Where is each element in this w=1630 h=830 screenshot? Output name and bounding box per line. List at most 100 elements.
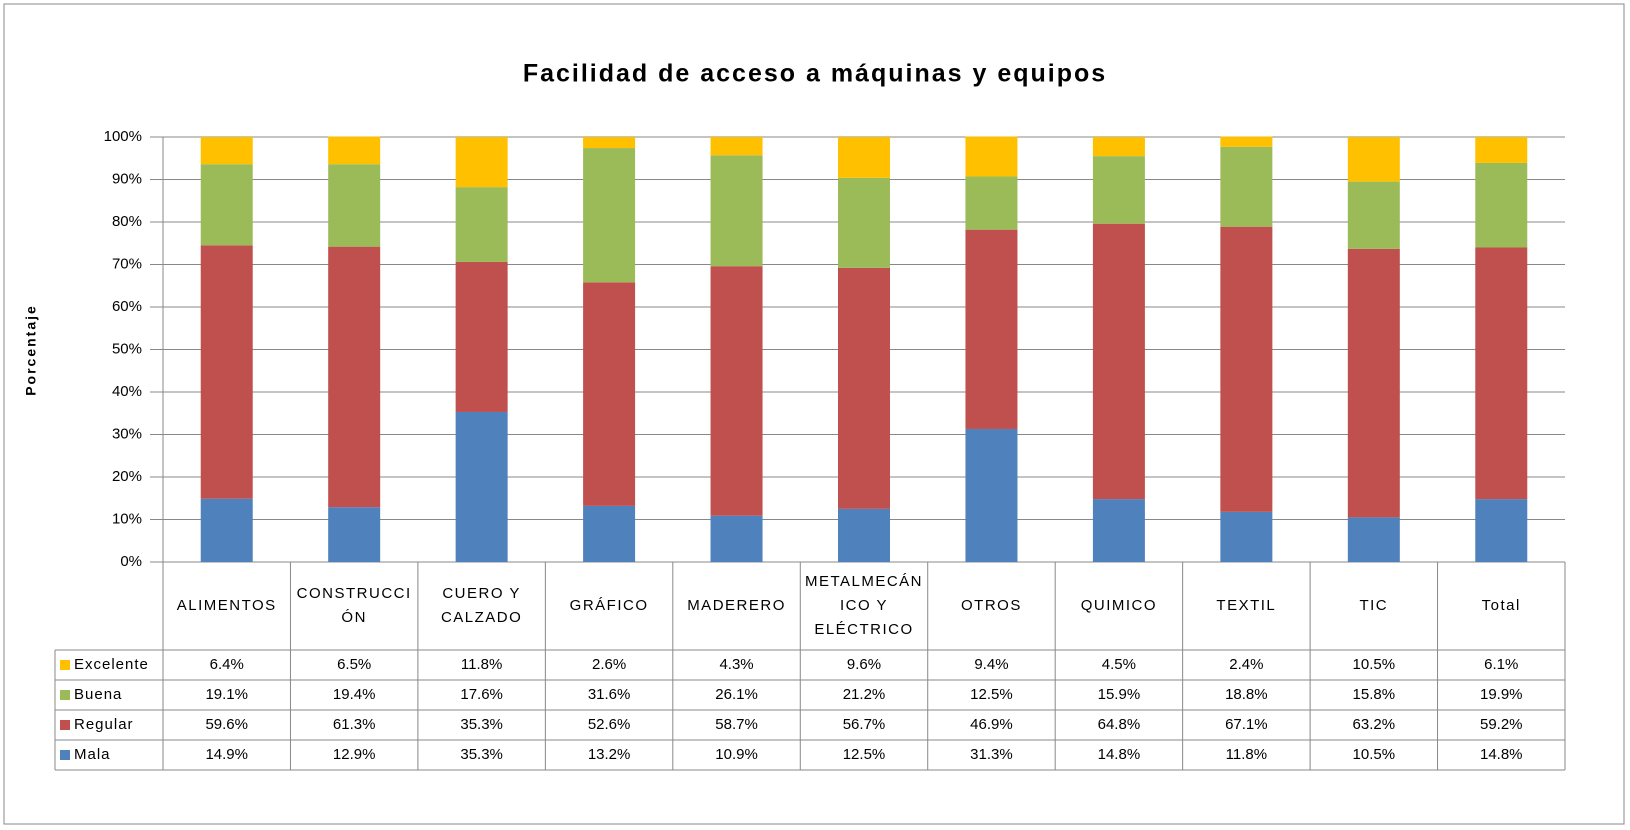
y-tick-label: 60% bbox=[112, 298, 142, 315]
data-table-value: 18.8% bbox=[1225, 686, 1268, 703]
data-table-value: 11.8% bbox=[1226, 746, 1267, 763]
bar-segment bbox=[710, 155, 763, 267]
legend-key bbox=[60, 720, 70, 730]
y-tick-label: 0% bbox=[120, 553, 142, 570]
bar-segment bbox=[965, 229, 1018, 429]
bar-segment bbox=[1220, 511, 1273, 562]
bar-segment bbox=[1475, 247, 1528, 500]
bar-segment bbox=[455, 411, 508, 562]
bar-segment bbox=[965, 428, 1018, 562]
bar-segment bbox=[200, 164, 253, 246]
y-tick-label: 70% bbox=[112, 255, 142, 272]
data-table-value: 59.6% bbox=[205, 716, 248, 733]
data-table-value: 31.3% bbox=[970, 746, 1013, 763]
bar-segment bbox=[583, 282, 636, 506]
data-table-value: 26.1% bbox=[715, 686, 758, 703]
data-table-value: 14.8% bbox=[1480, 746, 1523, 763]
category-cell: MADERERO bbox=[687, 597, 784, 614]
x-tick-label: CUERO Y CALZADO bbox=[440, 585, 523, 626]
bar-segment bbox=[455, 187, 508, 262]
bar-segment bbox=[1475, 499, 1528, 562]
data-table-value: 10.5% bbox=[1353, 746, 1396, 763]
bar-segment bbox=[838, 137, 890, 178]
data-table-value: 46.9% bbox=[970, 716, 1013, 733]
legend-label: Buena bbox=[74, 686, 122, 703]
legend-label: Excelente bbox=[74, 656, 149, 673]
x-tick-label: TIC bbox=[1359, 597, 1389, 614]
data-table-value: 15.8% bbox=[1353, 686, 1396, 703]
bar-segment bbox=[328, 507, 381, 562]
bar-segment bbox=[328, 136, 381, 165]
chart-title: Facilidad de acceso a máquinas y equipos bbox=[523, 60, 1107, 88]
bar-segment bbox=[1475, 162, 1528, 248]
bar-segment bbox=[328, 246, 381, 508]
data-table-value: 2.4% bbox=[1229, 656, 1263, 673]
category-cell: METALMECÁNICO Y ELÉCTRICO bbox=[805, 573, 922, 638]
bar-segment bbox=[1092, 137, 1145, 157]
data-table-value: 67.1% bbox=[1225, 716, 1268, 733]
y-tick-label: 100% bbox=[104, 128, 142, 145]
bar-segment bbox=[838, 177, 890, 268]
x-tick-label: GRÁFICO bbox=[569, 597, 649, 614]
data-table-value: 52.6% bbox=[588, 716, 631, 733]
data-table-value: 59.2% bbox=[1480, 716, 1523, 733]
y-tick-label: 80% bbox=[112, 213, 142, 230]
bar-segment bbox=[1475, 137, 1528, 163]
legend-key bbox=[60, 660, 70, 670]
y-axis-title: Porcentaje bbox=[23, 304, 39, 396]
bar-segment bbox=[710, 266, 763, 516]
bar-segment bbox=[1092, 499, 1145, 562]
data-table-value: 12.9% bbox=[333, 746, 376, 763]
y-tick-label: 30% bbox=[112, 425, 142, 442]
x-tick-label: ALIMENTOS bbox=[176, 597, 277, 614]
legend-label: Regular bbox=[74, 716, 134, 733]
x-tick-label: QUIMICO bbox=[1080, 597, 1158, 614]
bar-segment bbox=[1092, 223, 1145, 500]
data-table-value: 10.5% bbox=[1353, 656, 1396, 673]
data-table-value: 56.7% bbox=[843, 716, 886, 733]
category-cell: ALIMENTOS bbox=[176, 597, 277, 614]
bar-segment bbox=[838, 508, 890, 562]
bar-segment bbox=[200, 498, 253, 562]
legend-label: Mala bbox=[74, 746, 111, 763]
legend-key bbox=[60, 750, 70, 760]
y-tick-label: 50% bbox=[112, 340, 142, 357]
bar-segment bbox=[1220, 226, 1273, 512]
data-table-value: 63.2% bbox=[1353, 716, 1396, 733]
x-tick-label: TEXTIL bbox=[1216, 597, 1277, 614]
bar-segment bbox=[328, 164, 381, 247]
data-table-value: 61.3% bbox=[333, 716, 376, 733]
data-table-value: 19.1% bbox=[205, 686, 248, 703]
y-tick-label: 90% bbox=[112, 170, 142, 187]
data-table-value: 12.5% bbox=[843, 746, 886, 763]
bar-segment bbox=[583, 505, 636, 562]
category-cell: CUERO Y CALZADO bbox=[440, 585, 523, 626]
bar-segment bbox=[838, 267, 890, 509]
data-table-value: 35.3% bbox=[460, 716, 503, 733]
data-table-value: 9.6% bbox=[847, 656, 881, 673]
bar-segment bbox=[200, 245, 253, 499]
data-table-value: 58.7% bbox=[715, 716, 758, 733]
bar-segment bbox=[1347, 137, 1400, 182]
category-cell: TIC bbox=[1359, 597, 1389, 614]
data-table-value: 6.1% bbox=[1484, 656, 1518, 673]
category-cell: GRÁFICO bbox=[569, 597, 649, 614]
category-cell: CONSTRUCCIÓN bbox=[297, 585, 410, 626]
data-table-value: 4.5% bbox=[1102, 656, 1136, 673]
data-table-value: 14.9% bbox=[205, 746, 248, 763]
bar-segment bbox=[1220, 136, 1273, 147]
category-cell: OTROS bbox=[961, 597, 1020, 614]
data-table-value: 6.5% bbox=[337, 656, 371, 673]
y-tick-label: 40% bbox=[112, 383, 142, 400]
bar-segment bbox=[455, 261, 508, 412]
bar-segment bbox=[200, 137, 253, 165]
bar-segment bbox=[710, 137, 763, 156]
bar-segment bbox=[1347, 181, 1400, 249]
data-table-value: 13.2% bbox=[588, 746, 631, 763]
data-table-value: 12.5% bbox=[970, 686, 1013, 703]
bar-segment bbox=[1347, 248, 1400, 518]
bar-segment bbox=[1220, 146, 1273, 227]
data-table-value: 21.2% bbox=[843, 686, 886, 703]
data-table-value: 15.9% bbox=[1098, 686, 1141, 703]
